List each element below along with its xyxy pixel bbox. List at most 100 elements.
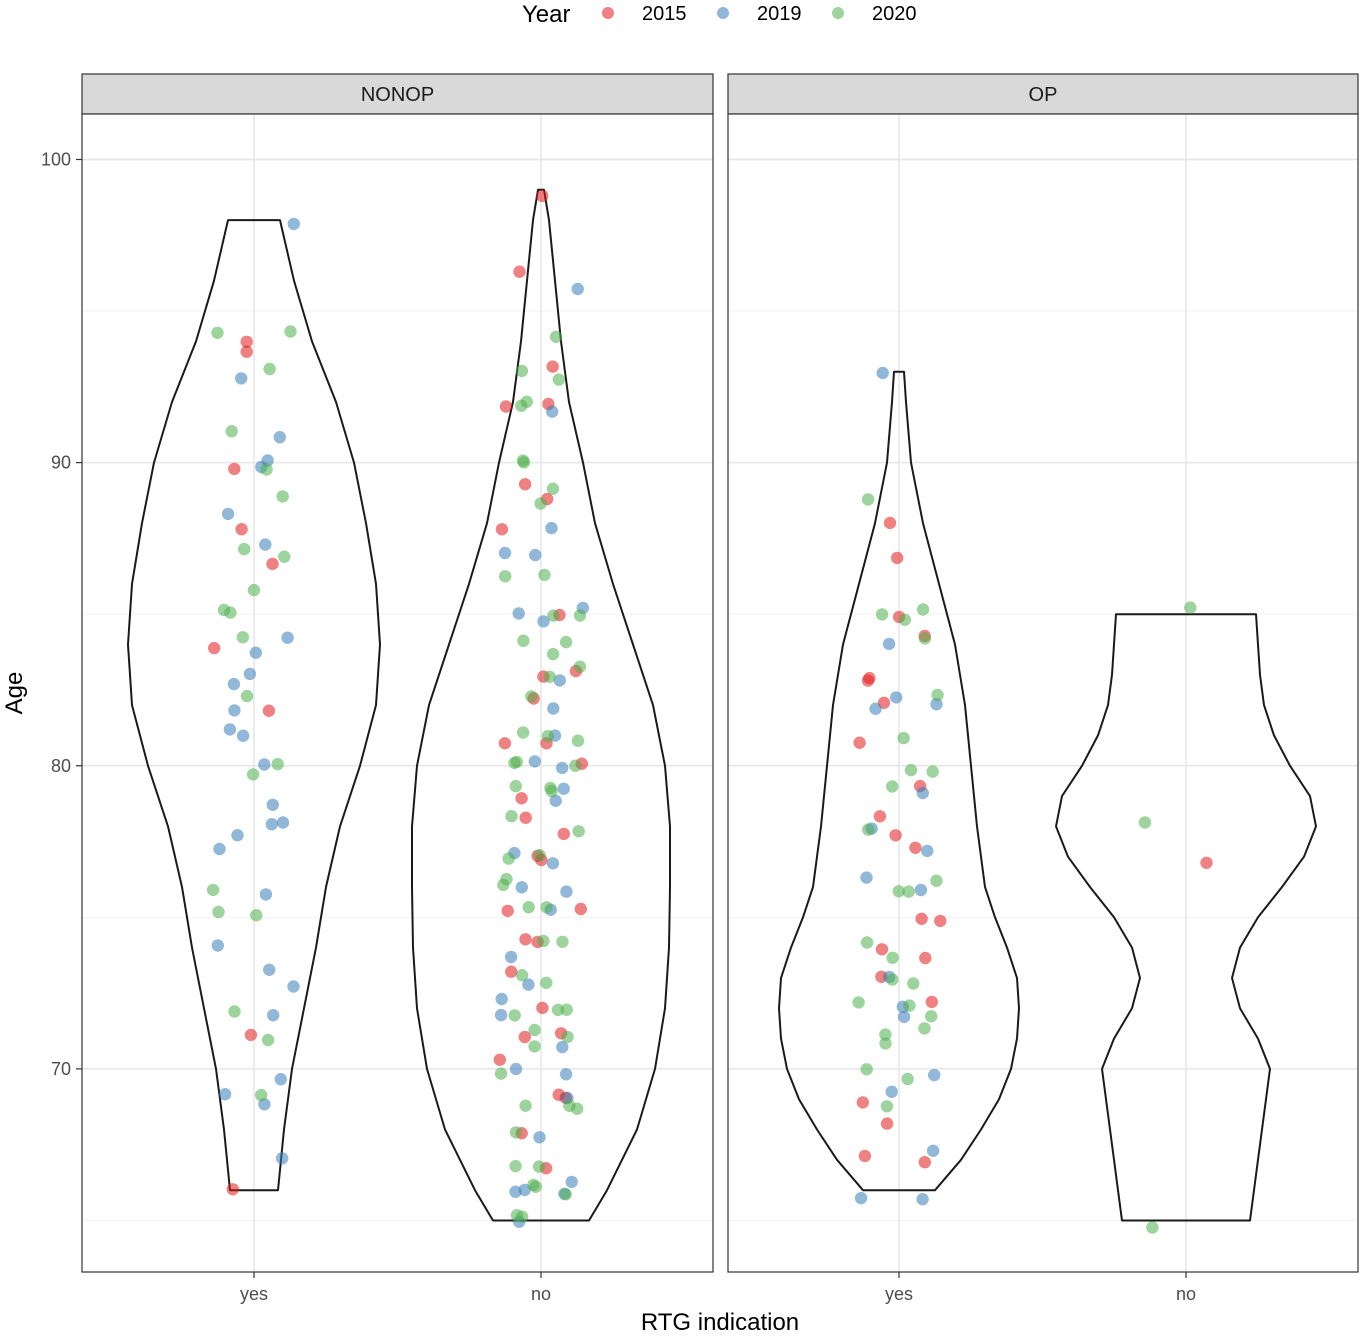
point-2020 bbox=[901, 1072, 914, 1086]
point-2020 bbox=[930, 874, 943, 887]
point-2015 bbox=[208, 641, 221, 655]
point-2020 bbox=[240, 689, 254, 703]
point-2019 bbox=[560, 885, 573, 898]
point-2019 bbox=[231, 829, 244, 842]
panel-border-nonop bbox=[81, 113, 714, 1273]
point-2020 bbox=[529, 1180, 542, 1194]
point-2019 bbox=[916, 1193, 929, 1206]
violin-nonop-yes bbox=[127, 219, 381, 1192]
point-2020 bbox=[212, 905, 225, 919]
panel-bg-op bbox=[728, 114, 1358, 1272]
point-2019 bbox=[565, 1175, 578, 1189]
point-2019 bbox=[228, 704, 241, 717]
point-2020 bbox=[255, 1088, 268, 1102]
point-2015 bbox=[513, 265, 526, 278]
point-2019 bbox=[571, 282, 584, 296]
point-2015 bbox=[519, 811, 532, 824]
legend-label-2015: 2015 bbox=[642, 3, 687, 25]
point-2015 bbox=[505, 965, 518, 978]
legend-label-2020: 2020 bbox=[872, 3, 917, 25]
point-2020 bbox=[918, 1022, 931, 1035]
point-2019 bbox=[547, 702, 560, 715]
point-2015 bbox=[1200, 856, 1213, 869]
point-2020 bbox=[559, 635, 573, 649]
point-2020 bbox=[206, 883, 220, 897]
y-tick-label: 100 bbox=[41, 149, 71, 169]
point-2015 bbox=[909, 841, 922, 854]
point-2015 bbox=[861, 674, 875, 687]
point-2019 bbox=[914, 883, 928, 897]
point-2020 bbox=[261, 1033, 275, 1047]
point-2015 bbox=[536, 189, 549, 203]
point-2020 bbox=[516, 454, 530, 467]
panel-border-op bbox=[727, 113, 1359, 1273]
point-2015 bbox=[856, 1096, 869, 1109]
point-2015 bbox=[873, 810, 887, 823]
point-2015 bbox=[858, 1149, 872, 1163]
point-2015 bbox=[266, 557, 279, 571]
point-2020 bbox=[540, 901, 553, 914]
point-2020 bbox=[250, 909, 263, 922]
point-2020 bbox=[879, 1028, 892, 1041]
point-2015 bbox=[875, 943, 889, 956]
point-2019 bbox=[897, 1010, 911, 1024]
point-2019 bbox=[890, 691, 903, 704]
point-2019 bbox=[876, 366, 889, 380]
point-2020 bbox=[1138, 816, 1152, 829]
point-2019 bbox=[515, 881, 528, 894]
point-2020 bbox=[246, 768, 260, 781]
point-2020 bbox=[1146, 1221, 1159, 1234]
point-2020 bbox=[537, 934, 550, 948]
facet-op: OP yes no bbox=[727, 73, 1359, 1304]
point-2019 bbox=[529, 548, 542, 562]
point-2020 bbox=[897, 731, 910, 745]
point-2020 bbox=[508, 1009, 521, 1022]
point-2019 bbox=[258, 758, 271, 771]
point-2020 bbox=[931, 688, 944, 702]
point-2019 bbox=[921, 844, 934, 858]
point-2019 bbox=[221, 507, 235, 521]
point-2015 bbox=[536, 1001, 549, 1015]
point-2020 bbox=[516, 726, 530, 739]
point-2020 bbox=[499, 570, 512, 583]
point-2019 bbox=[218, 1088, 232, 1101]
point-2015 bbox=[235, 523, 248, 536]
point-2020 bbox=[532, 1160, 546, 1173]
point-2020 bbox=[573, 609, 587, 622]
point-2015 bbox=[518, 1030, 531, 1044]
point-2015 bbox=[519, 933, 532, 946]
point-2019 bbox=[267, 1009, 280, 1022]
panel-bg-nonop bbox=[82, 114, 713, 1272]
point-2020 bbox=[571, 734, 585, 747]
point-2019 bbox=[553, 674, 566, 687]
x-tick-label-op-no: no bbox=[1176, 1284, 1196, 1304]
point-2020 bbox=[260, 463, 273, 476]
point-2020 bbox=[515, 364, 529, 378]
point-2015 bbox=[880, 1117, 894, 1130]
point-2020 bbox=[569, 759, 582, 772]
point-2019 bbox=[559, 1068, 573, 1081]
point-2015 bbox=[925, 995, 938, 1009]
violin-op-yes bbox=[778, 370, 1020, 1192]
point-2020 bbox=[907, 977, 920, 990]
point-2015 bbox=[240, 345, 253, 358]
point-2019 bbox=[546, 405, 559, 418]
point-2020 bbox=[284, 325, 297, 338]
point-2015 bbox=[919, 951, 932, 965]
point-2020 bbox=[546, 647, 560, 661]
point-2020 bbox=[236, 631, 249, 644]
point-2020 bbox=[880, 1100, 894, 1113]
point-2015 bbox=[244, 1028, 258, 1042]
point-2015 bbox=[889, 829, 902, 842]
point-2020 bbox=[1184, 601, 1197, 614]
point-2020 bbox=[551, 1003, 565, 1017]
facet-nonop: NONOP yes no bbox=[81, 73, 714, 1304]
point-2015 bbox=[495, 523, 509, 536]
y-tick-label: 70 bbox=[51, 1059, 71, 1079]
point-2019 bbox=[854, 1191, 868, 1205]
point-2019 bbox=[259, 888, 273, 901]
point-2020 bbox=[879, 1037, 892, 1050]
point-2020 bbox=[561, 1030, 574, 1044]
point-2015 bbox=[515, 792, 528, 805]
point-2019 bbox=[261, 454, 274, 467]
